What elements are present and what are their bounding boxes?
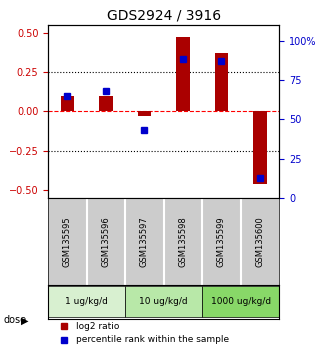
Text: 10 ug/kg/d: 10 ug/kg/d	[139, 297, 188, 307]
Bar	[99, 96, 113, 112]
Bar	[138, 112, 151, 116]
Text: GSM135600: GSM135600	[256, 216, 265, 267]
FancyBboxPatch shape	[202, 286, 279, 318]
Bar	[176, 38, 190, 112]
Text: ▶: ▶	[21, 315, 28, 325]
Text: 1000 ug/kg/d: 1000 ug/kg/d	[211, 297, 271, 307]
Bar	[215, 53, 228, 112]
Text: percentile rank within the sample: percentile rank within the sample	[76, 336, 229, 344]
Text: GSM135597: GSM135597	[140, 216, 149, 267]
Text: 1 ug/kg/d: 1 ug/kg/d	[65, 297, 108, 307]
Text: GSM135599: GSM135599	[217, 216, 226, 267]
Bar	[253, 112, 267, 184]
Text: GSM135595: GSM135595	[63, 216, 72, 267]
FancyBboxPatch shape	[48, 286, 125, 318]
Text: GSM135596: GSM135596	[101, 216, 110, 267]
Text: dose: dose	[3, 315, 26, 325]
Text: log2 ratio: log2 ratio	[76, 322, 119, 331]
FancyBboxPatch shape	[125, 286, 202, 318]
Title: GDS2924 / 3916: GDS2924 / 3916	[107, 8, 221, 22]
Bar	[61, 96, 74, 112]
Text: GSM135598: GSM135598	[178, 216, 187, 267]
